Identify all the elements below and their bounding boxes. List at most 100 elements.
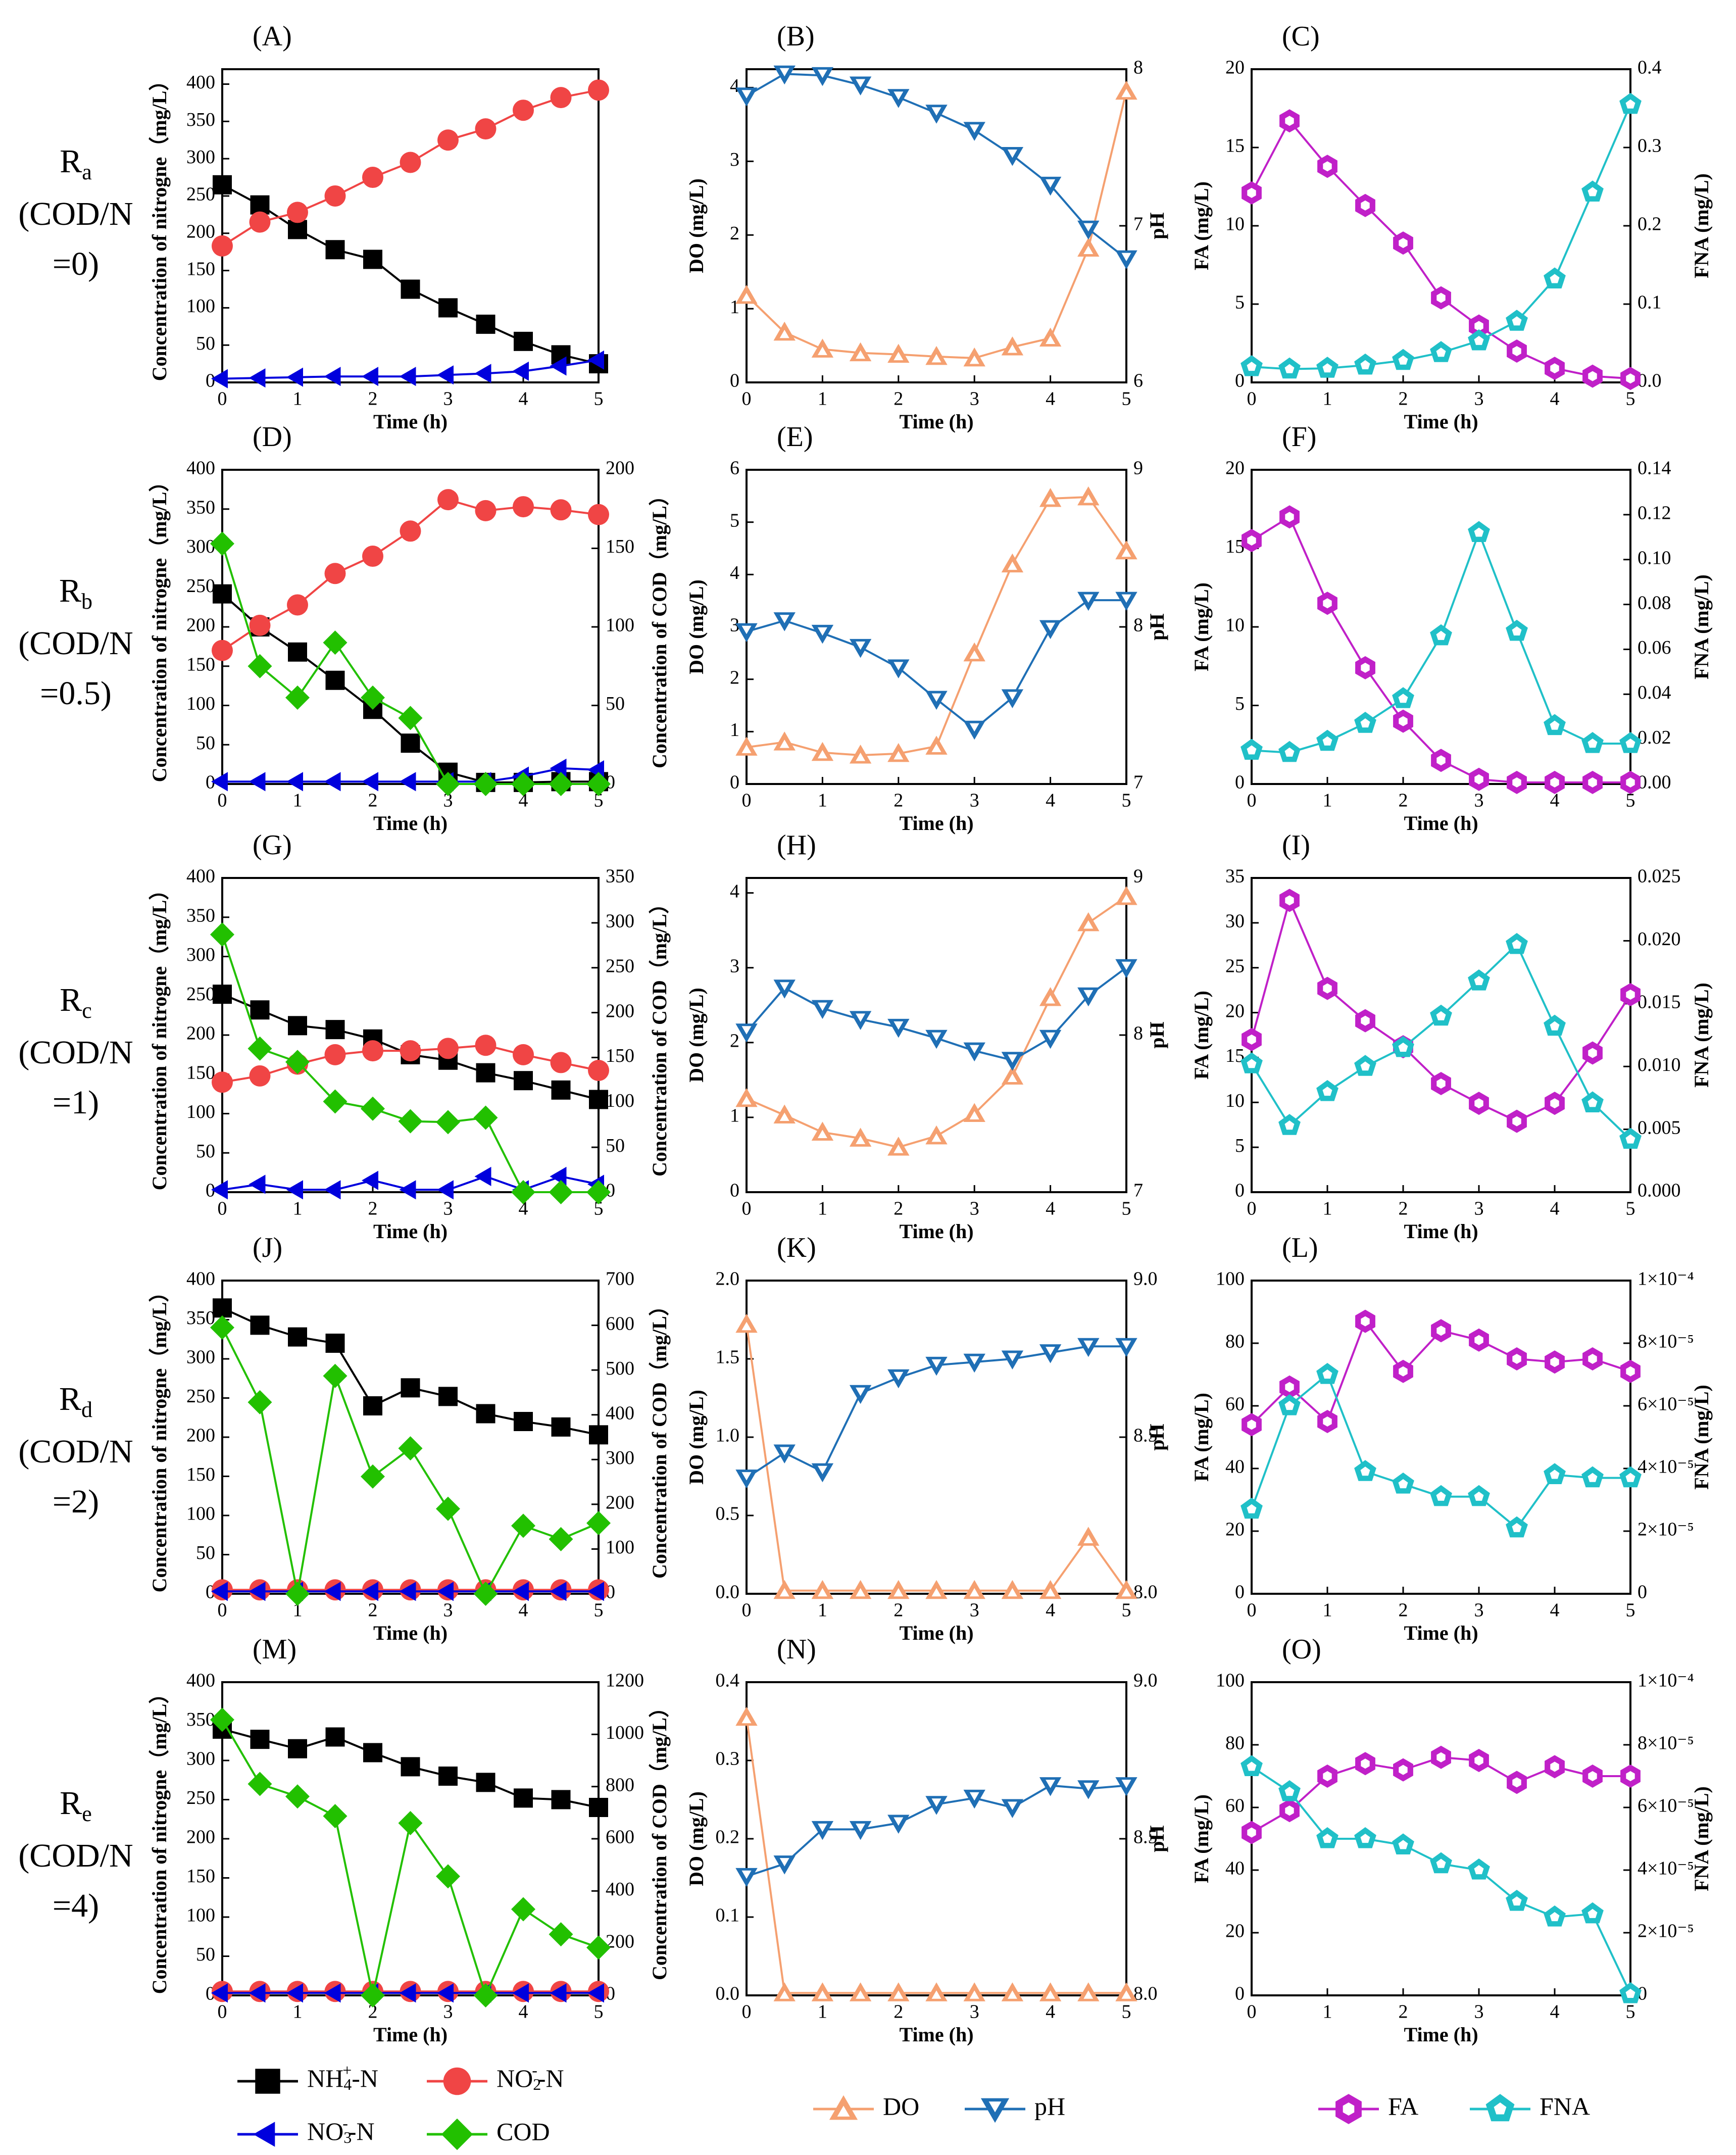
- data-point: [476, 1773, 495, 1792]
- x-axis-label: Time (h): [1404, 2023, 1478, 2046]
- marker-shape: [511, 1513, 535, 1538]
- marker-shape: [475, 1035, 497, 1056]
- legend-label: FA: [1388, 2092, 1418, 2120]
- series-do: [735, 80, 1137, 367]
- marker-hole: [1588, 1473, 1598, 1482]
- data-point: [849, 1982, 872, 2001]
- x-tick-label: 3: [1474, 790, 1484, 811]
- x-axis-label: Time (h): [899, 410, 973, 433]
- x-tick-label: 5: [1122, 1600, 1131, 1621]
- series-line: [1251, 943, 1631, 1140]
- x-tick-label: 0: [218, 1198, 227, 1219]
- marker-hole: [1247, 362, 1257, 371]
- y2-tick-label: 0.0: [1638, 370, 1662, 391]
- panel-title: (B): [777, 21, 815, 52]
- marker-hole: [817, 750, 827, 759]
- y-tick-label: 60: [1225, 1795, 1245, 1817]
- x-tick-label: 3: [443, 388, 453, 410]
- data-point: [588, 1059, 609, 1081]
- y2-tick-label: 150: [606, 1045, 634, 1066]
- data-point: [1354, 1055, 1376, 1076]
- data-point: [286, 1180, 303, 1200]
- data-point: [588, 79, 609, 101]
- marker-hole: [856, 753, 866, 761]
- legend-entry-nh4: NH4+-N: [237, 2061, 378, 2094]
- y-tick-label: 150: [186, 258, 215, 279]
- y-tick-label: 300: [186, 1347, 215, 1368]
- y-tick-label: 250: [186, 1787, 215, 1808]
- y-tick-label: 0: [206, 772, 215, 793]
- data-point: [1278, 741, 1301, 762]
- x-tick-label: 2: [1399, 2001, 1408, 2023]
- plot-frame: [746, 1280, 1127, 1595]
- marker-shape: [325, 1334, 345, 1353]
- x-tick-label: 0: [1247, 388, 1257, 410]
- marker-shape: [212, 235, 233, 257]
- data-point: [324, 185, 346, 207]
- marker-shape: [323, 630, 348, 655]
- marker-hole: [1398, 355, 1408, 365]
- marker-shape: [476, 1063, 495, 1083]
- y2-axis-label: FNA (mg/L): [1690, 173, 1713, 278]
- y2-tick-label: 8: [1133, 1023, 1143, 1044]
- x-tick-label: 5: [1122, 2001, 1131, 2023]
- marker-shape: [288, 642, 307, 662]
- x-tick-label: 1: [818, 790, 827, 811]
- marker-hole: [1121, 1780, 1131, 1788]
- data-point: [247, 1390, 272, 1414]
- marker-shape: [323, 1089, 348, 1114]
- legend-label: NH4+-N: [307, 2061, 378, 2093]
- marker-hole: [1550, 1357, 1559, 1367]
- marker-hole: [1247, 1034, 1256, 1045]
- x-axis-label: Time (h): [899, 2023, 973, 2046]
- data-point: [1544, 714, 1566, 736]
- data-point: [589, 1798, 608, 1817]
- data-point: [1469, 1092, 1489, 1115]
- data-point: [324, 772, 341, 792]
- x-tick-label: 5: [1626, 790, 1635, 811]
- y2-axis-label: pH: [1146, 212, 1168, 239]
- marker-hole: [1550, 274, 1560, 283]
- marker-hole: [856, 1588, 866, 1597]
- y2-tick-label: 0.00: [1638, 772, 1671, 793]
- y2-tick-label: 200: [606, 458, 634, 479]
- data-point: [323, 1089, 348, 1114]
- y-tick-label: 1.5: [716, 1347, 740, 1368]
- x-tick-label: 3: [970, 1198, 979, 1219]
- marker-hole: [894, 751, 904, 760]
- y-tick-label: 20: [1225, 1519, 1245, 1540]
- marker-hole: [1360, 1061, 1370, 1071]
- data-point: [438, 298, 458, 318]
- y-tick-label: 80: [1225, 1331, 1245, 1352]
- data-point: [887, 344, 910, 363]
- data-point: [1619, 1982, 1642, 2003]
- y-tick-label: 0.0: [716, 1983, 740, 2004]
- marker-hole: [1436, 1011, 1446, 1020]
- data-point: [1431, 1319, 1451, 1343]
- data-point: [1468, 1858, 1490, 1880]
- marker-hole: [1285, 116, 1294, 126]
- data-point: [550, 499, 572, 521]
- panel-title: (O): [1282, 1634, 1321, 1665]
- x-tick-label: 5: [1626, 2001, 1635, 2023]
- y2-tick-label: 8: [1133, 57, 1143, 78]
- marker-hole: [741, 1321, 752, 1331]
- marker-shape: [436, 1496, 460, 1521]
- y2-tick-label: 200: [606, 1000, 634, 1021]
- data-point: [735, 87, 758, 107]
- y2-tick-label: 100: [606, 1090, 634, 1111]
- y-tick-label: 200: [186, 615, 215, 636]
- data-point: [323, 630, 348, 655]
- x-tick-label: 2: [368, 1198, 378, 1219]
- marker-shape: [210, 531, 234, 556]
- y2-tick-label: 7: [1133, 214, 1143, 235]
- data-point: [773, 731, 796, 751]
- marker-shape: [398, 1109, 423, 1134]
- data-point: [1278, 357, 1301, 379]
- y-tick-label: 0: [730, 370, 739, 391]
- data-point: [849, 1385, 872, 1404]
- data-point: [1317, 592, 1337, 615]
- marker-shape: [549, 1527, 573, 1551]
- marker-shape: [324, 1983, 341, 2003]
